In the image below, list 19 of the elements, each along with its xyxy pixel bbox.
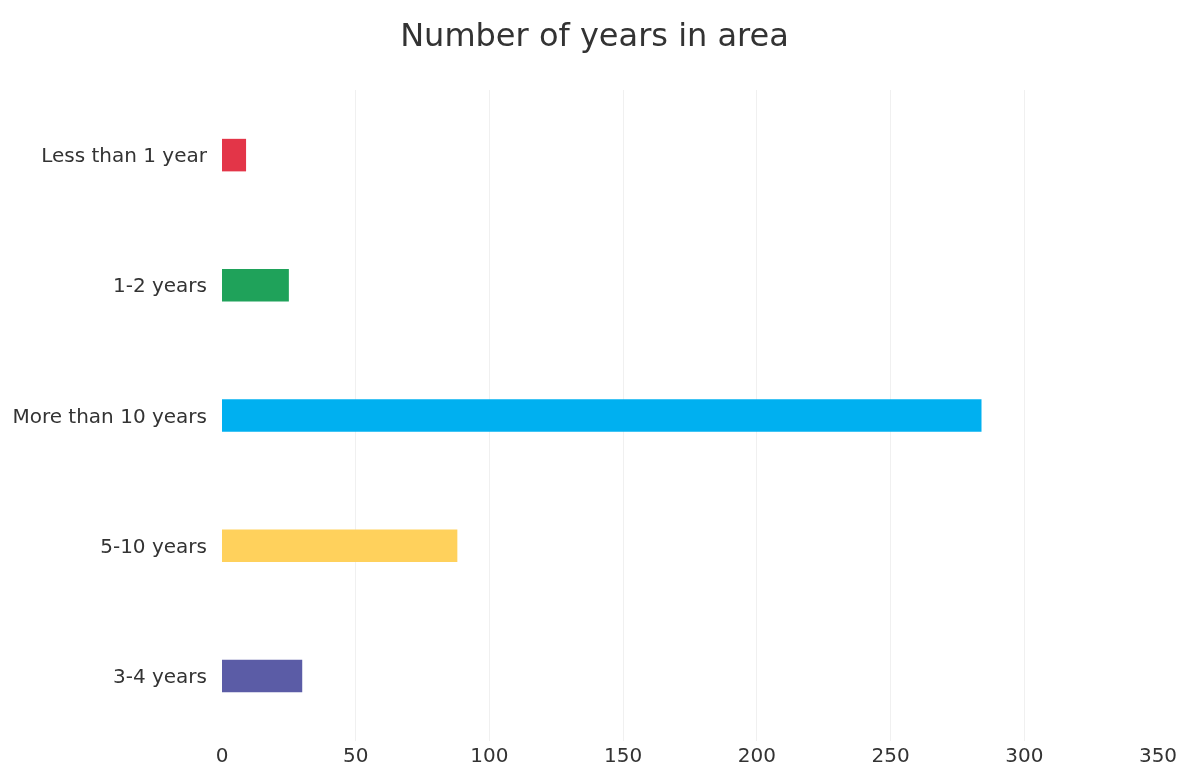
y-tick-label: More than 10 years xyxy=(12,403,207,428)
bar xyxy=(222,269,289,302)
y-tick-label: 5-10 years xyxy=(100,533,207,558)
chart-title: Number of years in area xyxy=(400,15,789,54)
y-tick-label: Less than 1 year xyxy=(41,143,208,168)
x-tick-label: 150 xyxy=(604,743,643,767)
x-tick-label: 100 xyxy=(470,743,509,767)
y-tick-label: 1-2 years xyxy=(112,273,207,298)
bar xyxy=(222,399,982,432)
bar xyxy=(222,138,247,172)
bar xyxy=(222,529,458,562)
x-tick-label: 350 xyxy=(1138,743,1178,767)
y-tick-label: 3-4 years xyxy=(112,663,207,688)
x-tick-label: 200 xyxy=(737,743,776,767)
x-tick-label: 0 xyxy=(215,743,229,767)
x-tick-label: 50 xyxy=(342,743,369,767)
x-tick-label: 250 xyxy=(871,743,910,767)
bar xyxy=(222,659,303,693)
x-tick-label: 300 xyxy=(1005,743,1044,767)
